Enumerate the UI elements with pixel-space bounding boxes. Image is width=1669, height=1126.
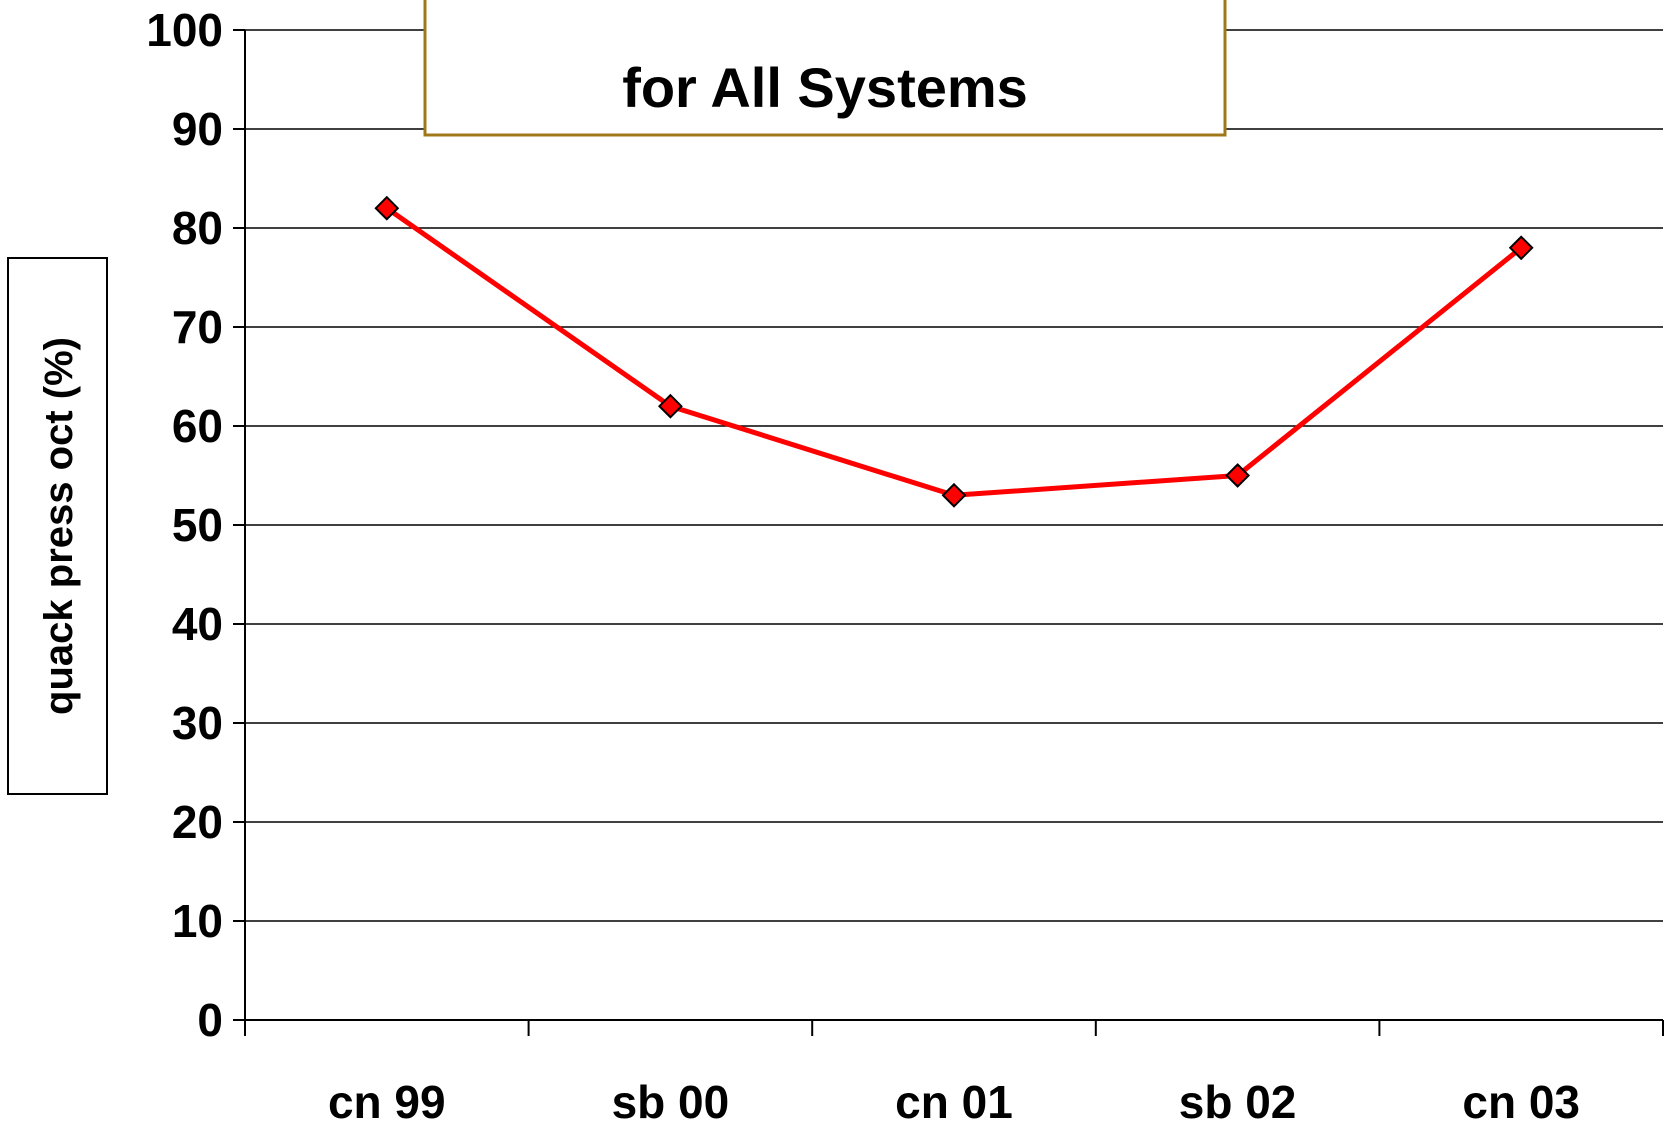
x-tick-label-2: cn 01 (895, 1076, 1013, 1126)
y-tick-label-90: 90 (172, 103, 223, 155)
y-tick-label-100: 100 (146, 4, 223, 56)
x-tick-labels: cn 99 sb 00 cn 01 sb 02 cn 03 (328, 1076, 1580, 1126)
x-tick-label-3: sb 02 (1179, 1076, 1297, 1126)
chart-title-box: for All Systems (423, 0, 1227, 137)
y-tick-label-40: 40 (172, 598, 223, 650)
axes (233, 29, 1664, 1036)
data-point-1 (657, 393, 683, 419)
y-tick-label-50: 50 (172, 499, 223, 551)
series-line-0 (385, 206, 1523, 498)
x-tick-label-1: sb 00 (612, 1076, 730, 1126)
y-tick-label-10: 10 (172, 895, 223, 947)
data-series (374, 195, 1534, 508)
y-axis-label: quack press oct (%) (37, 337, 81, 715)
y-tick-labels: 0 10 20 30 40 50 60 70 80 90 100 (146, 4, 223, 1046)
y-tick-label-60: 60 (172, 400, 223, 452)
y-tick-label-0: 0 (197, 994, 223, 1046)
data-point-0 (374, 195, 400, 221)
gridlines (245, 29, 1663, 922)
y-tick-label-20: 20 (172, 796, 223, 848)
data-point-2 (941, 482, 967, 508)
data-point-3 (1225, 463, 1251, 488)
chart-title: for All Systems (622, 56, 1028, 119)
y-axis-label-box: quack press oct (%) (7, 257, 108, 795)
y-tick-label-80: 80 (172, 202, 223, 254)
y-tick-label-30: 30 (172, 697, 223, 749)
y-tick-label-70: 70 (172, 301, 223, 353)
x-tick-label-0: cn 99 (328, 1076, 446, 1126)
data-point-4 (1508, 235, 1534, 261)
x-tick-label-4: cn 03 (1462, 1076, 1580, 1126)
